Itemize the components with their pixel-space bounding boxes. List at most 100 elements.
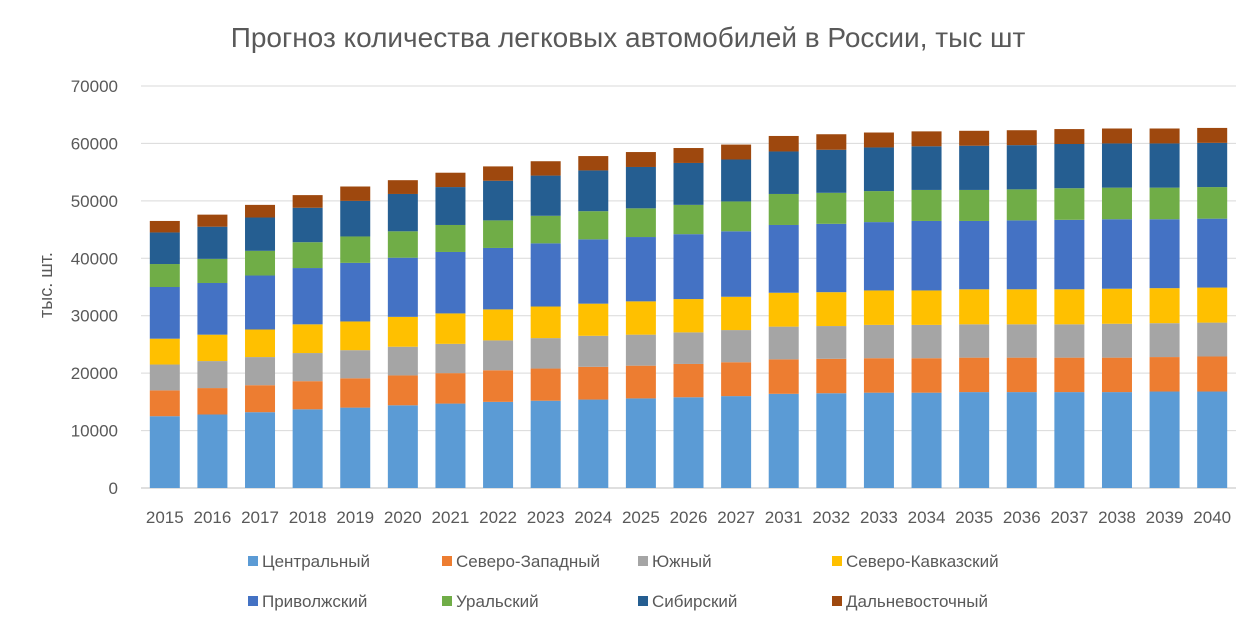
legend-swatch	[248, 596, 258, 606]
x-tick-label: 2016	[193, 508, 231, 527]
x-tick-label: 2032	[812, 508, 850, 527]
bar-segment	[1149, 187, 1180, 220]
bar-segment	[863, 147, 894, 192]
chart-title: Прогноз количества легковых автомобилей …	[231, 22, 1026, 53]
bar-segment	[816, 134, 847, 150]
legend-swatch	[832, 596, 842, 606]
bar-segment	[911, 220, 942, 291]
bar-segment	[1054, 219, 1085, 290]
bar-segment	[245, 204, 276, 218]
x-tick-label: 2038	[1098, 508, 1136, 527]
bar-segment	[911, 189, 942, 221]
bar-segment	[340, 236, 371, 263]
x-tick-label: 2037	[1050, 508, 1088, 527]
bar-segment	[340, 407, 371, 488]
bar-segment	[197, 258, 228, 283]
bar-segment	[816, 393, 847, 488]
bars	[149, 127, 1228, 488]
y-tick-label: 50000	[71, 192, 118, 211]
bar-segment	[197, 388, 228, 415]
bar-segment	[768, 292, 799, 327]
bar-segment	[959, 324, 990, 358]
bar-segment	[673, 204, 704, 235]
bar-segment	[911, 146, 942, 190]
bar-segment	[578, 399, 609, 488]
legend-swatch	[638, 596, 648, 606]
bar-segment	[1054, 129, 1085, 145]
bar-segment	[768, 135, 799, 152]
x-tick-label: 2034	[908, 508, 946, 527]
bar-segment	[1197, 356, 1228, 392]
bar-segment	[959, 357, 990, 393]
bar-segment	[530, 175, 561, 216]
bar-segment	[721, 362, 752, 397]
y-tick-label: 30000	[71, 307, 118, 326]
legend-item-label: Южный	[652, 552, 712, 571]
x-tick-label: 2026	[670, 508, 708, 527]
bar-segment	[1101, 219, 1132, 289]
bar-segment	[340, 186, 371, 201]
x-axis-ticks: 2015 2016 2017 2018 2019 2020 2021 2022 2023 2024…	[146, 508, 1231, 527]
legend-swatch	[832, 556, 842, 566]
bar-segment	[1101, 128, 1132, 144]
bar-segment	[387, 257, 418, 317]
bar-segment	[1006, 289, 1037, 325]
bar-segment	[816, 223, 847, 293]
bar-segment	[435, 313, 466, 344]
bar-segment	[625, 208, 656, 238]
bar-segment	[292, 353, 323, 382]
bar-segment	[1197, 287, 1228, 323]
bar-segment	[387, 316, 418, 347]
bar-segment	[721, 231, 752, 297]
bar-segment	[911, 290, 942, 325]
bar-segment	[340, 321, 371, 351]
bar-segment	[578, 366, 609, 400]
x-tick-label: 2018	[289, 508, 327, 527]
bar-segment	[435, 343, 466, 374]
bar-segment	[1101, 187, 1132, 220]
bar-segment	[197, 282, 228, 335]
bar-segment	[1006, 220, 1037, 290]
bar-segment	[1006, 130, 1037, 146]
bar-segment	[292, 195, 323, 208]
bar-segment	[340, 262, 371, 322]
bar-segment	[1101, 392, 1132, 488]
bar-segment	[197, 226, 228, 259]
bar-segment	[768, 359, 799, 394]
legend-swatch	[442, 596, 452, 606]
bar-segment	[959, 392, 990, 488]
bar-segment	[768, 393, 799, 488]
x-tick-label: 2015	[146, 508, 184, 527]
y-axis-label: тыс. шт.	[36, 252, 56, 318]
x-tick-label: 2035	[955, 508, 993, 527]
bar-segment	[292, 381, 323, 410]
bar-segment	[959, 130, 990, 146]
bar-segment	[530, 338, 561, 369]
bar-segment	[530, 215, 561, 244]
x-tick-label: 2024	[574, 508, 612, 527]
bar-segment	[1149, 323, 1180, 358]
bar-segment	[1197, 218, 1228, 288]
bar-segment	[292, 268, 323, 325]
bar-segment	[483, 247, 514, 310]
bar-segment	[625, 301, 656, 335]
bar-segment	[387, 180, 418, 194]
bar-segment	[435, 172, 466, 188]
bar-segment	[149, 232, 180, 265]
bar-segment	[1006, 189, 1037, 221]
bar-segment	[483, 180, 514, 221]
legend-swatch	[442, 556, 452, 566]
bar-segment	[387, 405, 418, 488]
bar-segment	[1149, 357, 1180, 392]
bar-segment	[530, 368, 561, 401]
bar-segment	[673, 148, 704, 163]
bar-segment	[197, 334, 228, 362]
bar-segment	[768, 193, 799, 225]
y-tick-label: 40000	[71, 249, 118, 268]
bar-segment	[625, 152, 656, 167]
bar-segment	[1149, 391, 1180, 488]
bar-segment	[245, 250, 276, 276]
bar-segment	[768, 224, 799, 293]
bar-segment	[863, 191, 894, 223]
